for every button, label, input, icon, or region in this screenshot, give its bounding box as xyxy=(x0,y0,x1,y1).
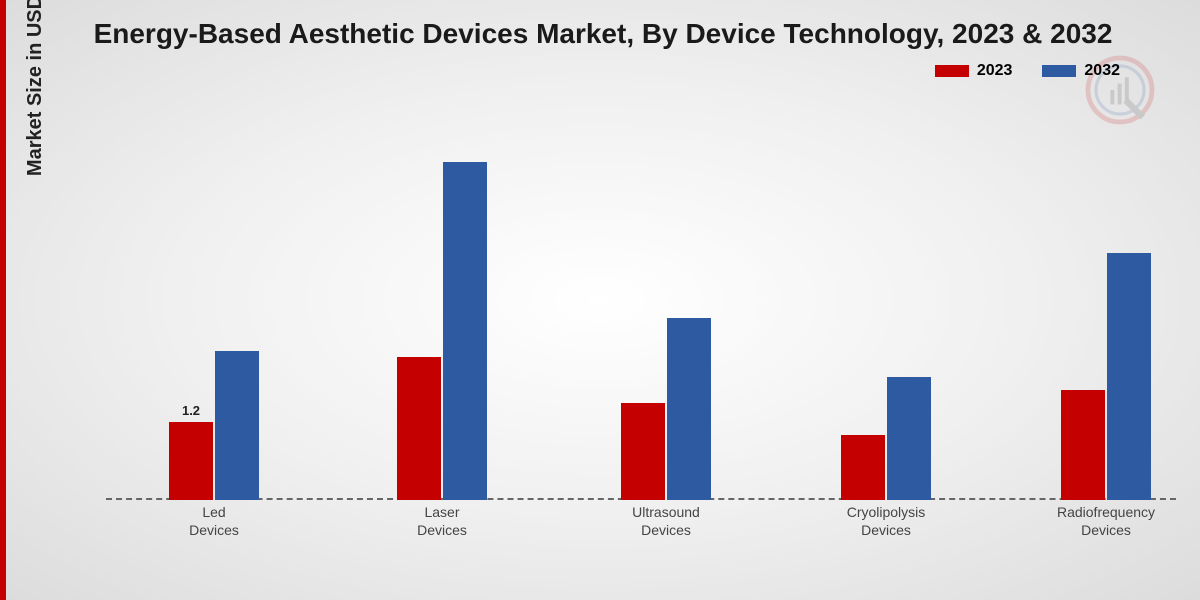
bar-2023 xyxy=(621,403,665,501)
bar-2032 xyxy=(887,377,931,501)
legend-item-2023: 2023 xyxy=(935,62,1013,80)
bar-2032 xyxy=(443,162,487,500)
legend-item-2032: 2032 xyxy=(1042,62,1120,80)
x-axis-category-label: LaserDevices xyxy=(372,504,512,539)
bar-value-label: 1.2 xyxy=(182,403,200,418)
bar-2023 xyxy=(1061,390,1105,501)
bar-group xyxy=(397,110,487,500)
legend-swatch-2023 xyxy=(935,65,969,77)
bar-2023 xyxy=(397,357,441,500)
legend-swatch-2032 xyxy=(1042,65,1076,77)
legend: 2023 2032 xyxy=(935,62,1120,80)
x-axis-category-label: UltrasoundDevices xyxy=(596,504,736,539)
bar-group xyxy=(169,110,259,500)
legend-label-2032: 2032 xyxy=(1084,62,1120,80)
plot-area: 1.2 xyxy=(106,110,1176,500)
x-axis-category-label: LedDevices xyxy=(144,504,284,539)
x-axis-category-label: RadiofrequencyDevices xyxy=(1036,504,1176,539)
bar-2032 xyxy=(1107,253,1151,500)
bar-2023 xyxy=(169,422,213,500)
bar-2023 xyxy=(841,435,885,500)
x-axis-category-label: CryolipolysisDevices xyxy=(816,504,956,539)
bar-2032 xyxy=(215,351,259,501)
bar-group xyxy=(621,110,711,500)
legend-label-2023: 2023 xyxy=(977,62,1013,80)
chart-title: Energy-Based Aesthetic Devices Market, B… xyxy=(6,18,1200,50)
y-axis-label: Market Size in USD Billion xyxy=(24,0,47,176)
bar-group xyxy=(1061,110,1151,500)
bar-group xyxy=(841,110,931,500)
bar-2032 xyxy=(667,318,711,500)
